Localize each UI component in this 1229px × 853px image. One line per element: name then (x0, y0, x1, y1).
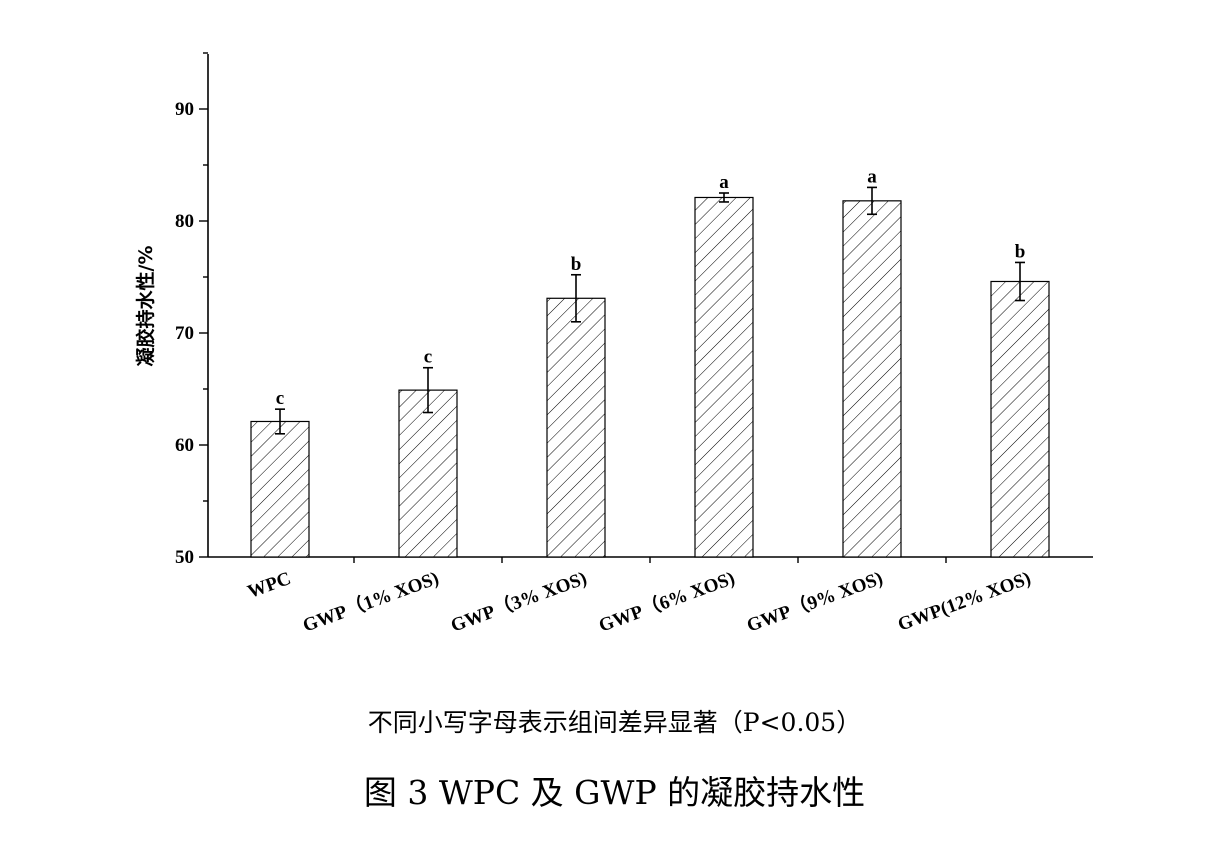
y-tick-label: 70 (175, 323, 194, 344)
significance-letter: c (276, 388, 284, 409)
y-tick-label: 80 (175, 211, 194, 232)
bar (842, 200, 902, 558)
note-text: 不同小写字母表示组间差异显著（P<0.05） (367, 708, 862, 737)
axes: 50 60 70 80 90 (175, 52, 1093, 568)
significance-letter: a (867, 166, 877, 187)
bar (546, 297, 606, 558)
significance-letter: b (571, 254, 582, 275)
bar-chart: 50 60 70 80 90 c c b a a b WPC GWP（1% XOS) GWP（3% X… (134, 52, 1093, 637)
significance-letter: c (424, 347, 432, 368)
x-tick-label: GWP（6% XOS) (595, 566, 737, 637)
figure-caption: 图 3 WPC 及 GWP 的凝胶持水性 (0, 766, 1229, 814)
bar (694, 196, 754, 558)
x-tick-label: WPC (245, 568, 294, 603)
bars: c c b a a b (250, 166, 1050, 558)
y-tick-label: 60 (175, 435, 194, 456)
y-tick-label: 90 (175, 99, 194, 120)
bar (398, 389, 458, 558)
significance-letter: a (719, 172, 729, 193)
y-tick-label: 50 (175, 547, 194, 568)
x-tick-label: GWP（9% XOS) (743, 566, 885, 637)
y-axis-label: 凝胶持水性/% (134, 246, 157, 367)
bar (250, 420, 310, 558)
x-tick-label: GWP（1% XOS) (299, 566, 441, 637)
caption-text: 图 3 WPC 及 GWP 的凝胶持水性 (363, 773, 866, 812)
category-labels: WPC GWP（1% XOS) GWP（3% XOS) GWP（6% XOS) GWP（… (245, 566, 1034, 637)
x-tick-label: GWP（3% XOS) (447, 566, 589, 637)
significance-letter: b (1015, 241, 1026, 262)
x-tick-label: GWP(12% XOS) (895, 568, 1034, 636)
bar (990, 280, 1050, 558)
significance-note: 不同小写字母表示组间差异显著（P<0.05） (0, 703, 1229, 739)
